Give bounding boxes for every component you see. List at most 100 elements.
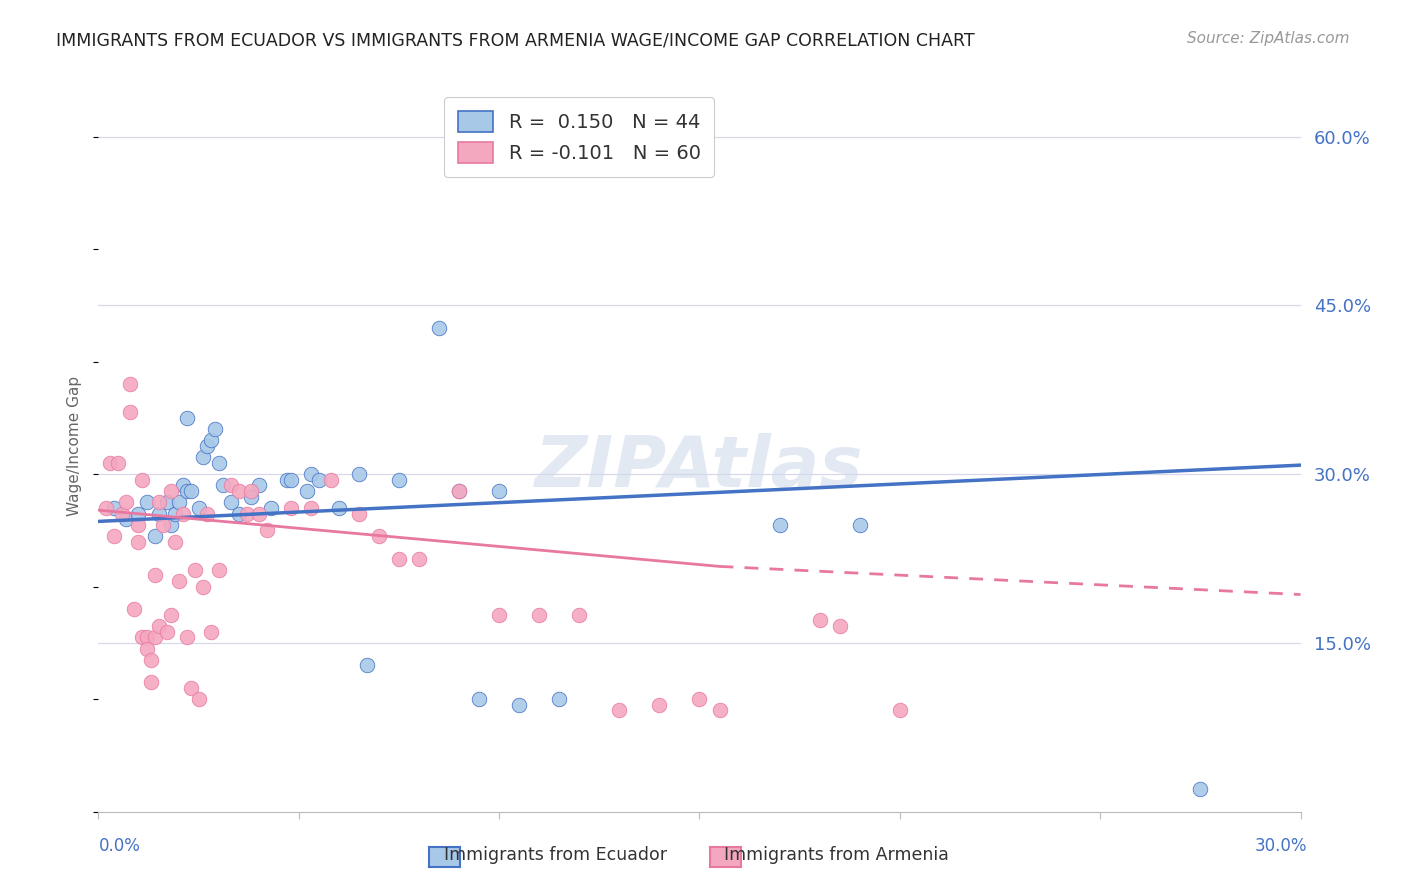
Point [228, 507, 250, 521]
Point [143, 630, 166, 644]
Point [148, 495, 170, 509]
Point [488, 607, 510, 622]
Point [135, 641, 157, 656]
Point [131, 630, 153, 644]
Point [128, 517, 150, 532]
Point [155, 624, 177, 639]
Point [260, 500, 283, 515]
Point [239, 490, 262, 504]
Point [183, 563, 205, 577]
Point [159, 517, 181, 532]
Point [163, 507, 186, 521]
Point [176, 630, 198, 644]
Point [276, 473, 298, 487]
Point [609, 703, 631, 717]
Legend: R =  0.150   N = 44, R = -0.101   N = 60: R = 0.150 N = 44, R = -0.101 N = 60 [444, 97, 714, 177]
Point [204, 422, 226, 436]
Point [347, 507, 370, 521]
Point [167, 495, 190, 509]
Point [1189, 782, 1212, 797]
Point [388, 551, 411, 566]
Text: IMMIGRANTS FROM ECUADOR VS IMMIGRANTS FROM ARMENIA WAGE/INCOME GAP CORRELATION C: IMMIGRANTS FROM ECUADOR VS IMMIGRANTS FR… [56, 31, 974, 49]
Point [235, 507, 257, 521]
Point [124, 602, 146, 616]
Point [219, 495, 242, 509]
Point [176, 483, 198, 498]
Point [107, 456, 129, 470]
Point [120, 405, 142, 419]
Point [208, 456, 231, 470]
Text: 30.0%: 30.0% [1256, 837, 1308, 855]
Point [319, 473, 342, 487]
Point [180, 483, 202, 498]
Point [148, 619, 170, 633]
Point [488, 483, 510, 498]
Point [328, 500, 350, 515]
Point [447, 483, 470, 498]
Point [180, 681, 202, 695]
Point [115, 512, 138, 526]
Point [187, 500, 209, 515]
Point [152, 517, 174, 532]
Point [408, 551, 430, 566]
Point [427, 321, 450, 335]
Point [155, 495, 177, 509]
Point [568, 607, 591, 622]
Point [299, 500, 322, 515]
Point [299, 467, 322, 482]
Point [172, 507, 194, 521]
Text: ZIPAtlas: ZIPAtlas [536, 434, 863, 502]
Point [131, 473, 153, 487]
Point [159, 483, 181, 498]
Point [239, 483, 262, 498]
Point [139, 653, 162, 667]
Point [187, 692, 209, 706]
Point [849, 517, 872, 532]
Point [889, 703, 911, 717]
Point [828, 619, 851, 633]
Point [143, 568, 166, 582]
Point [211, 478, 233, 492]
Point [148, 507, 170, 521]
Point [280, 473, 302, 487]
Point [103, 529, 125, 543]
Point [111, 507, 134, 521]
Point [808, 614, 831, 628]
Text: 0.0%: 0.0% [98, 837, 141, 855]
Point [219, 478, 242, 492]
Point [100, 456, 122, 470]
Point [135, 495, 157, 509]
Point [368, 529, 391, 543]
Point [388, 473, 411, 487]
Point [200, 434, 222, 448]
Point [247, 478, 270, 492]
Point [247, 507, 270, 521]
Point [228, 483, 250, 498]
Point [96, 500, 118, 515]
Point [195, 507, 218, 521]
Point [120, 377, 142, 392]
Point [172, 478, 194, 492]
Point [468, 692, 491, 706]
Point [139, 675, 162, 690]
Point [508, 698, 530, 712]
Point [143, 529, 166, 543]
Point [176, 410, 198, 425]
Point [689, 692, 711, 706]
Point [191, 450, 214, 465]
Point [295, 483, 318, 498]
Point [308, 473, 330, 487]
Point [356, 658, 378, 673]
Text: Immigrants from Armenia: Immigrants from Armenia [724, 846, 949, 863]
Point [115, 495, 138, 509]
Point [135, 630, 157, 644]
Point [103, 500, 125, 515]
Text: Source: ZipAtlas.com: Source: ZipAtlas.com [1187, 31, 1350, 46]
Point [128, 534, 150, 549]
Point [208, 563, 231, 577]
Point [529, 607, 551, 622]
Y-axis label: Wage/Income Gap: Wage/Income Gap [67, 376, 83, 516]
Point [159, 607, 181, 622]
Point [191, 580, 214, 594]
Point [709, 703, 731, 717]
